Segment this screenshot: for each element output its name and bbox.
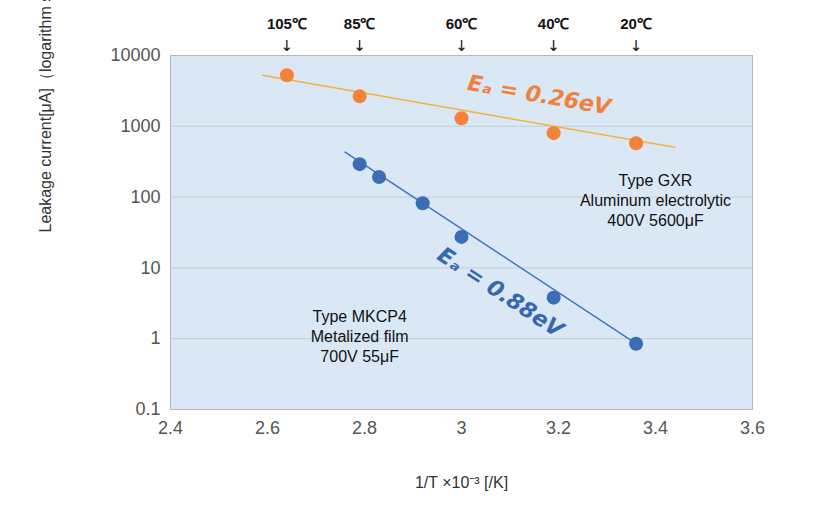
svg-text:1: 1 [150,328,160,348]
svg-text:Type MKCP4Metalized film700V 5: Type MKCP4Metalized film700V 55μF [311,308,409,365]
svg-text:Eₐ = 0.88eV: Eₐ = 0.88eV [433,242,570,344]
svg-text:20℃: 20℃ [620,15,652,32]
svg-text:3.4: 3.4 [643,418,668,438]
svg-text:1000: 1000 [120,116,160,136]
svg-text:1/T ×10⁻³ [/K]: 1/T ×10⁻³ [/K] [415,474,508,491]
svg-text:3.2: 3.2 [546,418,571,438]
svg-text:60℃: 60℃ [446,15,478,32]
svg-text:3.6: 3.6 [740,418,765,438]
svg-text:↓: ↓ [353,37,366,55]
svg-text:105℃: 105℃ [267,15,307,32]
svg-text:Type GXRAluminum electrolytic4: Type GXRAluminum electrolytic400V 5600μF [580,172,731,229]
svg-text:0.1: 0.1 [135,399,160,419]
svg-text:40℃: 40℃ [538,15,570,32]
svg-text:↓: ↓ [547,37,560,55]
svg-text:Leakage current[μA]（logarithm: Leakage current[μA]（logarithm scale ） [37,0,54,233]
svg-text:10000: 10000 [110,45,160,65]
svg-text:10: 10 [140,258,160,278]
svg-text:Eₐ = 0.26eV: Eₐ = 0.26eV [466,70,615,120]
svg-text:2.8: 2.8 [352,418,377,438]
svg-text:3: 3 [456,418,466,438]
svg-text:85℃: 85℃ [344,15,376,32]
svg-text:2.6: 2.6 [255,418,280,438]
svg-text:100: 100 [130,187,160,207]
svg-text:↓: ↓ [630,37,643,55]
svg-text:↓: ↓ [455,37,468,55]
svg-text:2.4: 2.4 [158,418,183,438]
svg-text:↓: ↓ [281,37,294,55]
